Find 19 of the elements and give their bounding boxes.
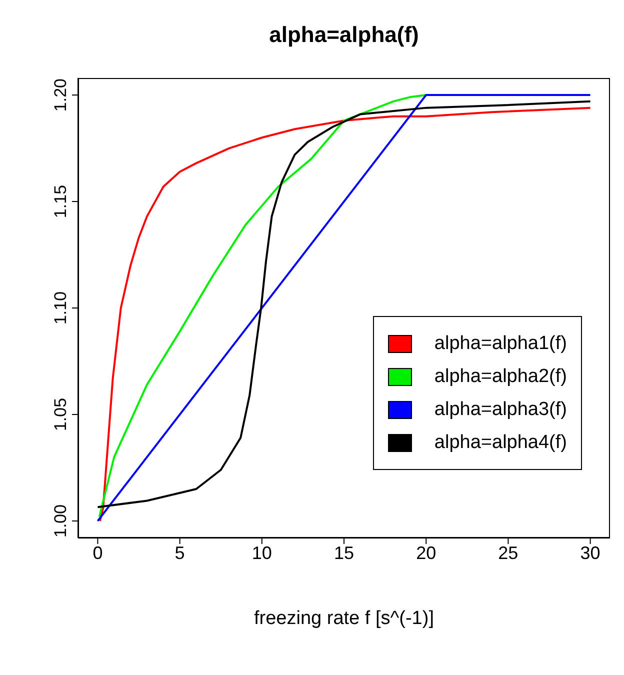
- y-tick-label: 1.10: [51, 291, 70, 325]
- y-tick-label: 1.20: [51, 78, 70, 112]
- legend-label: alpha=alpha2(f): [434, 366, 567, 388]
- x-tick-label: 15: [334, 542, 354, 563]
- x-tick-label: 5: [174, 542, 185, 563]
- x-tick-label: 20: [416, 542, 436, 563]
- x-tick-label: 10: [252, 542, 272, 563]
- legend-label: alpha=alpha3(f): [434, 398, 567, 420]
- legend-label: alpha=alpha4(f): [434, 432, 567, 454]
- y-tick-label: 1.00: [51, 504, 70, 538]
- legend-label: alpha=alpha1(f): [434, 332, 567, 354]
- y-tick-label: 1.05: [51, 398, 70, 432]
- line-series: [98, 94, 428, 518]
- x-tick-label: 25: [498, 542, 518, 563]
- chart-title: alpha=alpha(f): [268, 22, 420, 48]
- x-tick-label: 30: [580, 542, 600, 563]
- x-tick-label: 0: [92, 542, 103, 563]
- y-tick-label: 1.15: [51, 184, 70, 218]
- x-axis-title: freezing rate f [s^(-1)]: [253, 608, 435, 630]
